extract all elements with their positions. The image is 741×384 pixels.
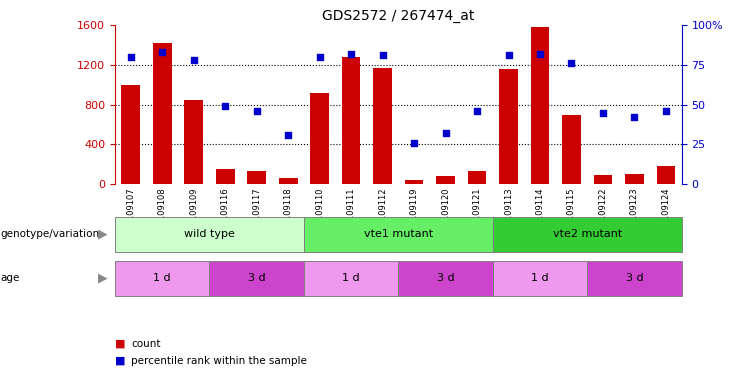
Point (408, 140, 420, 146)
Bar (310, 93, 329, 184)
Point (282, 132, 294, 138)
Point (219, 103, 231, 109)
Text: GSM109110: GSM109110 (315, 187, 324, 238)
Text: age: age (1, 273, 20, 283)
Point (156, 49, 168, 55)
Point (660, 108, 672, 114)
Bar (247, 171, 266, 184)
Text: vte2 mutant: vte2 mutant (553, 229, 622, 239)
Text: GSM109109: GSM109109 (189, 187, 198, 238)
Text: ▶: ▶ (98, 228, 107, 241)
Text: GSM109116: GSM109116 (221, 187, 230, 238)
Text: 3 d: 3 d (247, 273, 265, 283)
Text: GSM109123: GSM109123 (630, 187, 639, 238)
Point (502, 52, 514, 58)
Text: GSM109118: GSM109118 (284, 187, 293, 238)
FancyBboxPatch shape (399, 261, 493, 296)
Text: GSM109117: GSM109117 (252, 187, 261, 238)
Text: GSM109114: GSM109114 (536, 187, 545, 238)
FancyBboxPatch shape (304, 261, 399, 296)
Text: percentile rank within the sample: percentile rank within the sample (131, 356, 307, 366)
Text: GSM109108: GSM109108 (158, 187, 167, 238)
Bar (436, 176, 455, 184)
Bar (121, 85, 140, 184)
FancyBboxPatch shape (209, 261, 304, 296)
Bar (531, 27, 549, 184)
Point (471, 108, 483, 114)
Text: 1 d: 1 d (153, 273, 171, 283)
Point (534, 51, 546, 57)
Bar (405, 180, 423, 184)
Text: GSM109121: GSM109121 (473, 187, 482, 238)
FancyBboxPatch shape (304, 217, 493, 252)
Text: 3 d: 3 d (625, 273, 643, 283)
FancyBboxPatch shape (493, 261, 588, 296)
Text: GSM109111: GSM109111 (347, 187, 356, 238)
Text: 1 d: 1 d (531, 273, 549, 283)
Text: GSM109120: GSM109120 (441, 187, 450, 238)
Bar (499, 69, 518, 184)
Bar (279, 178, 297, 184)
Text: ■: ■ (115, 339, 125, 349)
Text: GSM109112: GSM109112 (378, 187, 387, 238)
Text: GSM109124: GSM109124 (662, 187, 671, 238)
Text: GSM109115: GSM109115 (567, 187, 576, 238)
FancyBboxPatch shape (588, 261, 682, 296)
Text: GSM109119: GSM109119 (410, 187, 419, 238)
Bar (373, 68, 392, 184)
Point (250, 108, 262, 114)
Bar (625, 174, 644, 184)
Point (187, 57, 199, 63)
Text: GSM109107: GSM109107 (126, 187, 135, 238)
Text: ▶: ▶ (98, 272, 107, 285)
Bar (657, 166, 676, 184)
Bar (342, 57, 360, 184)
FancyBboxPatch shape (115, 217, 304, 252)
Bar (562, 114, 581, 184)
Point (376, 52, 388, 58)
Point (124, 54, 136, 60)
Point (565, 60, 577, 66)
Text: GSM109113: GSM109113 (504, 187, 513, 238)
Point (313, 54, 325, 60)
FancyBboxPatch shape (493, 217, 682, 252)
Point (628, 114, 640, 121)
Point (439, 130, 451, 136)
Text: genotype/variation: genotype/variation (1, 229, 100, 239)
FancyBboxPatch shape (115, 261, 209, 296)
Bar (468, 171, 486, 184)
Bar (594, 175, 612, 184)
Bar (184, 100, 203, 184)
Point (597, 109, 609, 116)
Text: ■: ■ (115, 356, 125, 366)
Text: GSM109122: GSM109122 (599, 187, 608, 238)
Text: wild type: wild type (184, 229, 235, 239)
Text: 3 d: 3 d (436, 273, 454, 283)
Title: GDS2572 / 267474_at: GDS2572 / 267474_at (322, 8, 474, 23)
Text: count: count (131, 339, 161, 349)
Text: 1 d: 1 d (342, 273, 360, 283)
Text: vte1 mutant: vte1 mutant (364, 229, 433, 239)
Bar (216, 169, 234, 184)
Point (345, 51, 357, 57)
Bar (153, 43, 171, 184)
